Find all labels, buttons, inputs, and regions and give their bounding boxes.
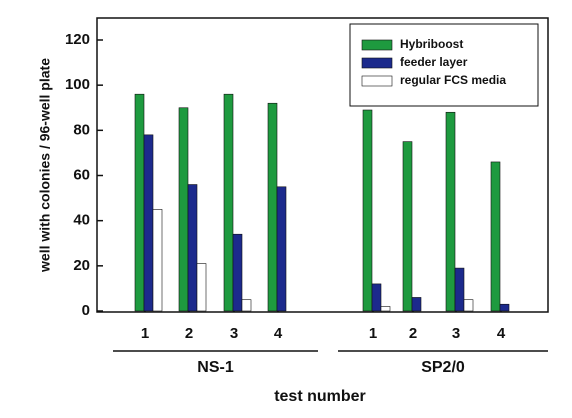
- y-tick-label: 40: [73, 212, 90, 229]
- bar: [178, 107, 189, 312]
- bar: [463, 299, 474, 312]
- bar: [223, 93, 234, 312]
- bar: [187, 184, 198, 312]
- group-label: SP2/0: [421, 359, 465, 376]
- x-tick-label: 1: [141, 325, 149, 342]
- y-tick-label: 60: [73, 166, 90, 183]
- bar: [454, 267, 465, 312]
- y-axis-title: well with colonies / 96-well plate: [37, 58, 53, 273]
- bar: [276, 186, 287, 312]
- bar: [134, 93, 145, 312]
- legend-label: Hybriboost: [400, 37, 463, 51]
- legend-swatch: [361, 39, 393, 51]
- x-tick-label: 4: [274, 325, 283, 342]
- bar: [371, 283, 382, 312]
- x-tick-label: 1: [369, 325, 377, 342]
- y-tick-label: 120: [65, 31, 90, 48]
- bar: [196, 263, 207, 312]
- x-tick-label: 3: [230, 325, 238, 342]
- y-tick-label: 80: [73, 121, 90, 138]
- bar: [499, 303, 510, 312]
- x-tick-label: 2: [409, 325, 417, 342]
- y-tick-label: 0: [82, 302, 90, 319]
- legend-label: feeder layer: [400, 55, 468, 69]
- bar: [362, 109, 373, 312]
- legend-swatch: [361, 57, 393, 69]
- x-tick-label: 3: [452, 325, 460, 342]
- bar: [445, 111, 456, 312]
- x-tick-label: 2: [185, 325, 193, 342]
- bar: [402, 141, 413, 312]
- bar: [267, 102, 278, 312]
- bar: [490, 161, 501, 312]
- group-label: NS-1: [197, 359, 234, 376]
- legend-label: regular FCS media: [400, 73, 506, 87]
- y-tick-label: 20: [73, 257, 90, 274]
- bar: [411, 297, 422, 312]
- x-axis-title: test number: [274, 388, 366, 405]
- bar: [232, 233, 243, 312]
- bar: [241, 299, 252, 312]
- bar: [152, 209, 163, 312]
- bar: [143, 134, 154, 312]
- plot-frame: [96, 17, 549, 313]
- y-tick-label: 100: [65, 76, 90, 93]
- bar: [380, 306, 391, 312]
- x-tick-label: 4: [497, 325, 506, 342]
- legend-swatch: [361, 75, 393, 87]
